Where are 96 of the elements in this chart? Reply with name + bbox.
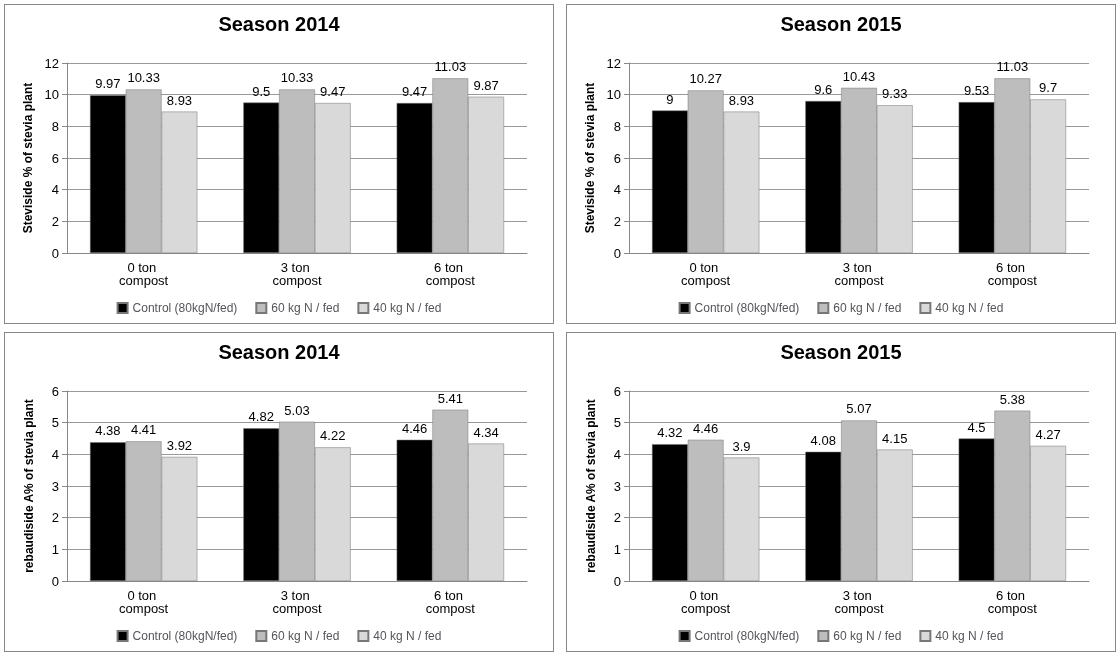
y-tick-label: 8 [613, 118, 621, 134]
x-tick-label: 6 ton compost [425, 260, 476, 288]
y-tick-label: 1 [613, 541, 621, 557]
data-label: 9.47 [401, 84, 428, 100]
legend-label: Control (80kgN/fed) [694, 629, 800, 643]
data-label: 4.82 [248, 409, 274, 425]
y-tick-label: 12 [44, 55, 59, 71]
data-label: 11.03 [996, 59, 1029, 75]
y-tick-label: 4 [51, 446, 59, 462]
y-tick-label: 2 [613, 213, 621, 229]
y-tick-label: 0 [51, 573, 59, 589]
y-tick-label: 10 [44, 87, 59, 103]
y-tick-label: 1 [51, 541, 59, 557]
data-label: 4.46 [401, 420, 428, 436]
y-tick-label: 0 [613, 573, 621, 589]
x-tick-label: 0 ton compost [681, 260, 731, 288]
data-label: 9.5 [252, 83, 271, 99]
chart-title: Season 2015 [780, 341, 902, 363]
data-label: 10.33 [127, 70, 160, 86]
legend-label: 60 kg N / fed [833, 301, 902, 315]
chart-title: Season 2014 [218, 13, 341, 35]
data-label: 4.15 [882, 430, 908, 446]
data-label: 4.38 [95, 423, 121, 439]
y-tick-label: 12 [606, 55, 621, 71]
legend-label: 60 kg N / fed [833, 629, 902, 643]
y-tick-label: 8 [51, 118, 59, 134]
data-label: 5.07 [846, 401, 872, 417]
data-label: 4.08 [810, 432, 836, 448]
data-label: 9.7 [1039, 80, 1058, 96]
y-tick-label: 6 [613, 150, 621, 166]
data-label: 4.22 [320, 428, 346, 444]
legend-label: 60 kg N / fed [271, 301, 340, 315]
x-tick-label: 6 ton compost [425, 588, 476, 616]
data-label: 9.33 [882, 86, 908, 102]
data-label: 9.47 [320, 84, 346, 100]
y-tick-label: 6 [613, 383, 621, 399]
legend-label: Control (80kgN/fed) [132, 629, 238, 643]
data-label: 4.34 [473, 424, 499, 440]
y-tick-label: 2 [51, 510, 59, 526]
legend-label: 60 kg N / fed [271, 629, 340, 643]
legend-label: Control (80kgN/fed) [132, 301, 238, 315]
legend-label: 40 kg N / fed [935, 301, 1004, 315]
x-tick-label: 3 ton compost [834, 588, 884, 616]
x-tick-label: 0 ton compost [681, 588, 731, 616]
y-tick-label: 2 [51, 213, 59, 229]
y-tick-label: 3 [613, 478, 621, 494]
data-label: 4.27 [1035, 426, 1061, 442]
legend-label: 40 kg N / fed [935, 629, 1004, 643]
data-label: 10.27 [689, 71, 722, 87]
y-axis-title: rebaudiside A% of stevia plant [584, 399, 598, 573]
data-label: 8.93 [728, 92, 755, 108]
x-tick-label: 0 ton compost [119, 260, 169, 288]
y-axis-title: Steviside % of stevia plant [582, 82, 597, 234]
data-label: 4.5 [967, 419, 986, 435]
data-label: 4.41 [131, 422, 157, 438]
data-label: 9 [666, 91, 674, 107]
legend-label: 40 kg N / fed [373, 629, 442, 643]
y-tick-label: 4 [51, 182, 59, 198]
y-axis-title: rebaudiside A% of stevia plant [22, 399, 36, 573]
y-tick-label: 5 [51, 415, 59, 431]
y-tick-label: 6 [51, 150, 59, 166]
x-tick-label: 3 ton compost [272, 588, 322, 616]
y-tick-label: 2 [613, 510, 621, 526]
y-tick-label: 0 [51, 245, 59, 261]
data-label: 10.33 [280, 70, 314, 86]
data-label: 5.38 [999, 391, 1025, 407]
chart-title: Season 2015 [780, 13, 902, 35]
data-label: 4.46 [693, 420, 719, 436]
legend-label: Control (80kgN/fed) [694, 301, 800, 315]
legend-label: 40 kg N / fed [373, 301, 442, 315]
y-tick-label: 4 [613, 446, 621, 462]
data-label: 8.93 [166, 92, 193, 108]
data-label: 3.9 [732, 438, 751, 454]
y-tick-label: 10 [606, 87, 621, 103]
y-tick-label: 4 [613, 182, 621, 198]
data-label: 5.03 [284, 402, 310, 418]
data-label: 4.32 [657, 425, 683, 441]
x-tick-label: 6 ton compost [987, 588, 1038, 616]
data-label: 9.87 [473, 77, 499, 93]
data-label: 9.53 [963, 83, 990, 99]
data-label: 3.92 [166, 437, 193, 453]
y-axis-title: Steviside % of stevia plant [20, 82, 35, 234]
x-tick-label: 3 ton compost [272, 260, 322, 288]
chart-title: Season 2014 [218, 341, 341, 363]
y-tick-label: 5 [613, 415, 621, 431]
x-tick-label: 6 ton compost [987, 260, 1038, 288]
x-tick-label: 3 ton compost [834, 260, 884, 288]
data-label: 11.03 [434, 59, 467, 75]
data-label: 10.43 [842, 68, 876, 84]
y-tick-label: 6 [51, 383, 59, 399]
data-label: 5.41 [437, 390, 463, 406]
data-label: 9.97 [95, 76, 121, 92]
data-label: 9.6 [814, 82, 833, 97]
y-tick-label: 3 [51, 478, 59, 494]
y-tick-label: 0 [613, 245, 621, 261]
x-tick-label: 0 ton compost [119, 588, 169, 616]
